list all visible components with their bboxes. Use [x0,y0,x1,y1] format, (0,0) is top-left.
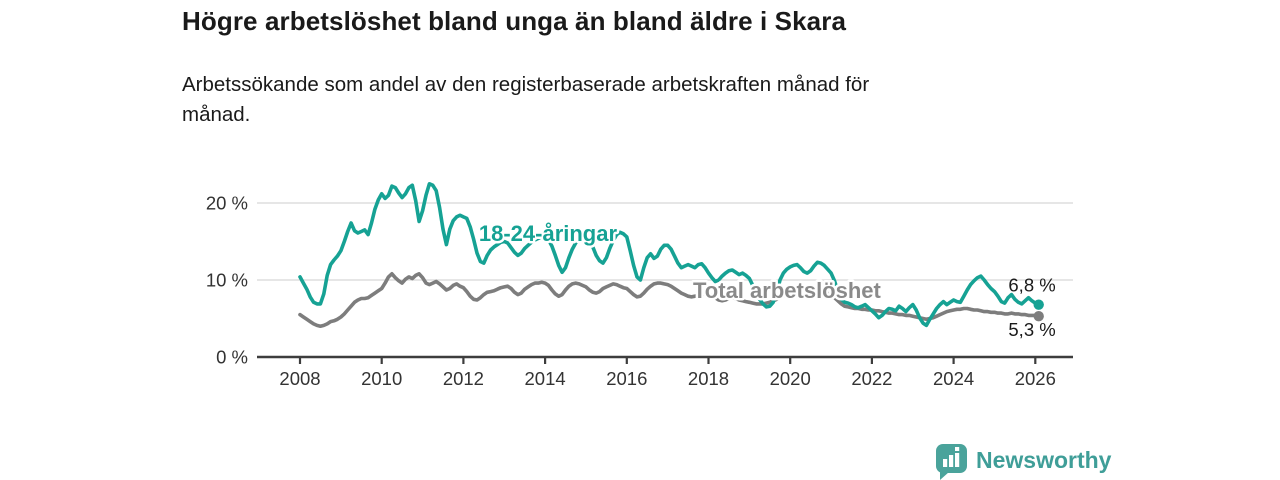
end-value-young: 6,8 % [1008,275,1055,296]
gridlines [257,202,1073,281]
end-dot-total [1033,310,1044,322]
x-axis: 2008 2010 2012 2014 2016 2018 2020 2022 2024 2026 [257,355,1073,389]
y-tick-label: 20 % [206,193,248,214]
x-tick-label: 2026 [1015,368,1056,389]
x-tick-label: 2024 [933,368,974,389]
page-title: Högre arbetslöshet bland unga än bland ä… [182,6,847,36]
end-dot-young [1033,299,1044,310]
y-tick-label: 0 % [216,347,248,368]
series-end-dots [1033,299,1044,322]
x-tick-label: 2012 [443,368,484,389]
series-label-young: 18-24-åringar [479,221,618,246]
newsworthy-logo: Newsworthy [936,444,1112,480]
bar-chart-bubble-icon [936,444,967,480]
x-tick-label: 2010 [361,368,402,389]
y-axis-labels: 0 % 10 % 20 % [206,193,248,368]
x-tick-label: 2022 [851,368,892,389]
line-young [298,182,1041,328]
x-tick-label: 2020 [770,368,811,389]
subtitle-line-2: månad. [182,103,251,126]
line-total [298,272,1041,328]
x-tick-label: 2016 [606,368,647,389]
series-label-total: Total arbetslöshet [693,278,882,303]
x-tick-label: 2014 [525,368,566,389]
subtitle-line-1: Arbetssökande som andel av den registerb… [182,73,870,96]
series-lines [298,182,1041,328]
series-end-values: 6,8 % 5,3 % [1008,275,1055,341]
x-tick-label: 2008 [279,368,320,389]
chart-subtitle: Arbetssökande som andel av den registerb… [182,70,869,130]
end-value-total: 5,3 % [1008,319,1055,340]
brand-wordmark: Newsworthy [976,447,1112,473]
x-tick-label: 2018 [688,368,729,389]
y-tick-label: 10 % [206,270,248,291]
